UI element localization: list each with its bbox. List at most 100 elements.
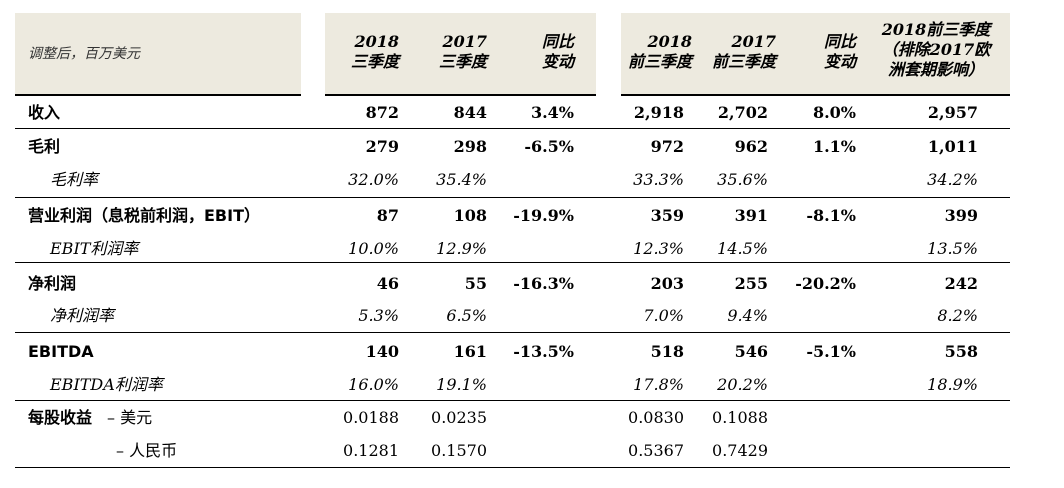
col-header-yoy-quarter-1: 同比: [541, 32, 574, 51]
header-bg-ytd: [621, 13, 1010, 94]
eps-usd-ytd-2018: 0.0830: [628, 408, 684, 427]
eps-usd-label: – 美元: [107, 408, 153, 427]
cell-yoy-quarter: -6.5%: [524, 137, 574, 156]
row-label: EBITDA利润率: [50, 375, 163, 394]
cell-ytd-2018: 972: [650, 137, 684, 156]
cell-ytd-2018-excl: 2,957: [927, 103, 978, 122]
cell-ytd-2018: 2,918: [633, 103, 684, 122]
cell-ytd-2018: 518: [650, 342, 684, 361]
separator-after-gross-margin: [15, 197, 1010, 198]
separator-after-ebitda-margin: [15, 400, 1010, 401]
cell-ytd-2018-excl: 242: [944, 274, 978, 293]
cell-ytd-2017: 9.4%: [727, 306, 768, 325]
eps-rmb-label: – 人民币: [116, 441, 178, 460]
unit-label: 调整后，百万美元: [28, 46, 140, 62]
cell-ytd-2017: 255: [734, 274, 768, 293]
row-label: EBIT利润率: [50, 239, 139, 258]
cell-ytd-2018: 7.0%: [643, 306, 684, 325]
eps-rmb-ytd-2018: 0.5367: [628, 441, 684, 460]
eps-label: 每股收益: [28, 408, 93, 427]
cell-q3-2018: 87: [376, 206, 399, 225]
col-header-ytd-excl-1: 2018前三季度: [881, 20, 991, 39]
cell-ytd-2018: 12.3%: [633, 239, 684, 258]
col-header-ytd-2018-year: 2018: [647, 32, 692, 51]
cell-q3-2017: 12.9%: [436, 239, 487, 258]
cell-q3-2017: 35.4%: [436, 170, 487, 189]
cell-ytd-2018: 33.3%: [633, 170, 684, 189]
row-label: 毛利: [28, 137, 61, 156]
row-label: 净利润率: [50, 306, 115, 325]
row-label: 收入: [28, 103, 61, 122]
cell-q3-2017: 298: [453, 137, 487, 156]
cell-q3-2018: 46: [376, 274, 399, 293]
cell-ytd-2017: 391: [734, 206, 768, 225]
cell-q3-2018: 5.3%: [358, 306, 399, 325]
col-header-q3-2018-year: 2018: [354, 32, 399, 51]
separator-after-revenue: [15, 128, 1010, 129]
cell-q3-2017: 844: [453, 103, 487, 122]
cell-ytd-2018-excl: 8.2%: [937, 306, 978, 325]
eps-usd-q3-2018: 0.0188: [343, 408, 399, 427]
cell-ytd-2017: 2,702: [717, 103, 768, 122]
col-header-ytd-2017-label: 前三季度: [711, 52, 776, 71]
cell-ytd-2018: 17.8%: [633, 375, 684, 394]
row-label: EBITDA: [28, 342, 94, 361]
cell-ytd-2018-excl: 1,011: [927, 137, 978, 156]
separator-after-net-margin: [15, 332, 1010, 333]
header-bg-label: [15, 13, 301, 94]
col-header-q3-2017-year: 2017: [442, 32, 487, 51]
cell-q3-2017: 19.1%: [436, 375, 487, 394]
cell-yoy-ytd: -8.1%: [806, 206, 856, 225]
cell-ytd-2017: 35.6%: [717, 170, 768, 189]
cell-q3-2018: 32.0%: [348, 170, 399, 189]
cell-yoy-ytd: -5.1%: [806, 342, 856, 361]
cell-ytd-2018-excl: 399: [944, 206, 978, 225]
row-label: 净利润: [28, 274, 77, 293]
cell-ytd-2018-excl: 13.5%: [927, 239, 978, 258]
cell-q3-2017: 108: [453, 206, 487, 225]
cell-yoy-ytd: 8.0%: [812, 103, 856, 122]
col-header-ytd-2018-label: 前三季度: [627, 52, 692, 71]
cell-yoy-ytd: -20.2%: [795, 274, 856, 293]
eps-rmb-q3-2018: 0.1281: [343, 441, 399, 460]
col-header-yoy-quarter-2: 变动: [541, 52, 574, 71]
cell-q3-2018: 140: [365, 342, 399, 361]
cell-ytd-2018-excl: 558: [944, 342, 978, 361]
separator-after-ebit-margin: [15, 262, 1010, 263]
col-header-ytd-2017-year: 2017: [731, 32, 776, 51]
cell-q3-2017: 161: [453, 342, 487, 361]
cell-ytd-2017: 20.2%: [717, 375, 768, 394]
cell-ytd-2018-excl: 34.2%: [927, 170, 978, 189]
eps-usd-q3-2017: 0.0235: [431, 408, 487, 427]
cell-q3-2018: 279: [365, 137, 399, 156]
eps-rmb-ytd-2017: 0.7429: [712, 441, 768, 460]
cell-q3-2017: 55: [464, 274, 487, 293]
cell-yoy-quarter: -16.3%: [513, 274, 574, 293]
eps-rmb-q3-2017: 0.1570: [431, 441, 487, 460]
header-rule-quarter: [325, 94, 596, 96]
cell-q3-2017: 6.5%: [446, 306, 487, 325]
col-header-yoy-ytd-2: 变动: [823, 52, 856, 71]
cell-q3-2018: 872: [365, 103, 399, 122]
cell-ytd-2017: 962: [734, 137, 768, 156]
cell-yoy-quarter: 3.4%: [530, 103, 574, 122]
cell-yoy-quarter: -13.5%: [513, 342, 574, 361]
cell-q3-2018: 10.0%: [348, 239, 399, 258]
cell-yoy-quarter: -19.9%: [513, 206, 574, 225]
col-header-ytd-excl-2: （排除2017欧: [881, 40, 991, 59]
cell-ytd-2018-excl: 18.9%: [927, 375, 978, 394]
cell-ytd-2017: 14.5%: [717, 239, 768, 258]
header-rule-label: [15, 94, 301, 96]
cell-ytd-2017: 546: [734, 342, 768, 361]
cell-q3-2018: 16.0%: [348, 375, 399, 394]
col-header-q3-2017-label: 三季度: [438, 52, 487, 71]
col-header-q3-2018-label: 三季度: [350, 52, 399, 71]
cell-yoy-ytd: 1.1%: [812, 137, 856, 156]
header-bg-quarter: [325, 13, 596, 94]
cell-ytd-2018: 203: [650, 274, 684, 293]
table-bottom-rule: [15, 467, 1010, 468]
row-label: 毛利率: [50, 170, 99, 189]
header-rule-ytd: [621, 94, 1010, 96]
cell-ytd-2018: 359: [650, 206, 684, 225]
col-header-yoy-ytd-1: 同比: [823, 32, 856, 51]
